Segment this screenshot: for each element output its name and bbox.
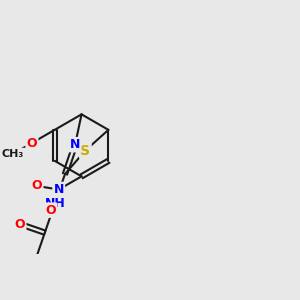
Text: N: N bbox=[53, 183, 64, 196]
Text: NH: NH bbox=[44, 197, 65, 210]
Text: O: O bbox=[27, 136, 37, 149]
Text: O: O bbox=[46, 204, 56, 217]
Text: O: O bbox=[15, 218, 25, 231]
Text: S: S bbox=[80, 144, 90, 158]
Text: CH₃: CH₃ bbox=[2, 149, 24, 159]
Text: O: O bbox=[32, 179, 42, 193]
Text: N: N bbox=[70, 138, 80, 151]
